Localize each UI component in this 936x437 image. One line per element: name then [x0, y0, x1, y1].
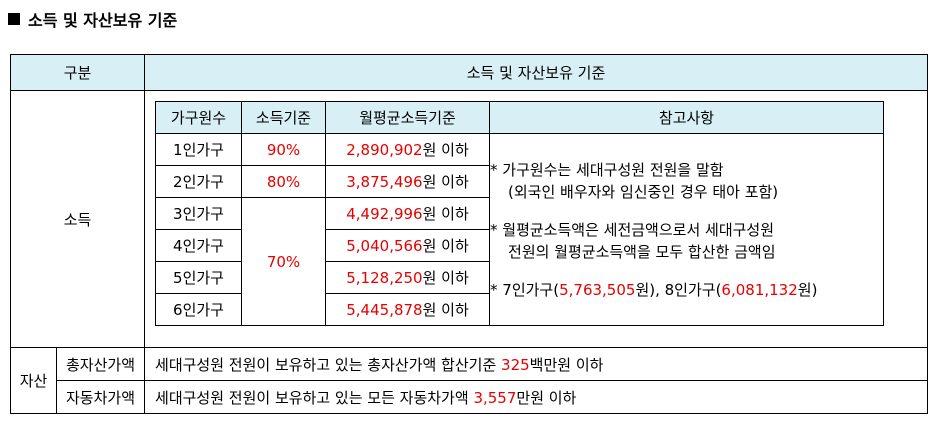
amount-cell: 5,445,878원 이하	[325, 293, 491, 326]
square-bullet-icon	[8, 13, 20, 25]
table-row: 6인가구 5,445,878원 이하	[155, 293, 884, 326]
vehicle-asset-label: 자동차가액	[55, 380, 146, 414]
note-household: * 가구원수는 세대구성원 전원을 말함 (외국인 배우자와 임신중인 경우 태…	[490, 160, 779, 201]
header-monthly-income: 월평균소득기준	[325, 101, 491, 134]
household-cell: 6인가구	[155, 293, 243, 326]
note-income: * 월평균소득액은 세전금액으로서 세대구성원 전원의 월평균소득액을 모두 합…	[490, 220, 776, 261]
header-criteria: 소득 및 자산보유 기준	[144, 54, 929, 91]
section-heading-text: 소득 및 자산보유 기준	[28, 11, 178, 30]
criteria-table: 구분 소득 및 자산보유 기준 소득 가구원수 소득기준 월평균소득기준 참고사…	[9, 54, 929, 414]
table-row: 5인가구 5,128,250원 이하	[155, 261, 884, 294]
income-table: 가구원수 소득기준 월평균소득기준 참고사항 1인가구 90% 2,890,90…	[155, 101, 885, 326]
table-row: 1인가구 90% 2,890,902원 이하 * 가구원수는 세대구성원 전원을…	[155, 133, 885, 326]
income-label: 소득	[9, 90, 146, 348]
table-row: 2인가구 80% 3,875,496원 이하	[155, 165, 884, 198]
header-household: 가구원수	[155, 101, 243, 134]
merged-standard-cell: 70%	[241, 197, 327, 326]
table-row: 3인가구 70% 4,492,996원 이하	[155, 197, 884, 326]
amount-cell: 2,890,902원 이하	[325, 133, 491, 166]
header-category: 구분	[9, 54, 146, 91]
header-standard: 소득기준	[241, 101, 327, 134]
vehicle-asset-criteria: 세대구성원 전원이 보유하고 있는 모든 자동차가액 3,557만원 이하	[144, 380, 929, 414]
amount-cell: 5,040,566원 이하	[325, 229, 491, 262]
table-row: 4인가구 5,040,566원 이하	[155, 229, 884, 262]
household-cell: 1인가구	[155, 133, 243, 166]
amount-cell: 4,492,996원 이하	[325, 197, 491, 230]
amount-cell: 5,128,250원 이하	[325, 261, 491, 294]
note-large-household: * 7인가구(5,763,505원), 8인가구(6,081,132원)	[490, 280, 818, 299]
standard-cell: 90%	[241, 133, 327, 166]
household-cell: 4인가구	[155, 229, 243, 262]
section-heading: 소득 및 자산보유 기준	[8, 6, 177, 32]
household-cell: 3인가구	[155, 197, 243, 230]
header-notes: 참고사항	[489, 101, 885, 134]
household-cell: 2인가구	[155, 165, 243, 198]
amount-cell: 3,875,496원 이하	[325, 165, 491, 198]
standard-cell: 80%	[241, 165, 327, 198]
total-asset-criteria: 세대구성원 전원이 보유하고 있는 총자산가액 합산기준 325백만원 이하	[144, 347, 929, 381]
notes-cell: * 가구원수는 세대구성원 전원을 말함 (외국인 배우자와 임신중인 경우 태…	[489, 133, 885, 326]
household-cell: 5인가구	[155, 261, 243, 294]
total-asset-label: 총자산가액	[55, 347, 146, 381]
income-cell: 가구원수 소득기준 월평균소득기준 참고사항 1인가구 90% 2,890,90…	[144, 90, 929, 348]
asset-label: 자산	[10, 347, 57, 414]
